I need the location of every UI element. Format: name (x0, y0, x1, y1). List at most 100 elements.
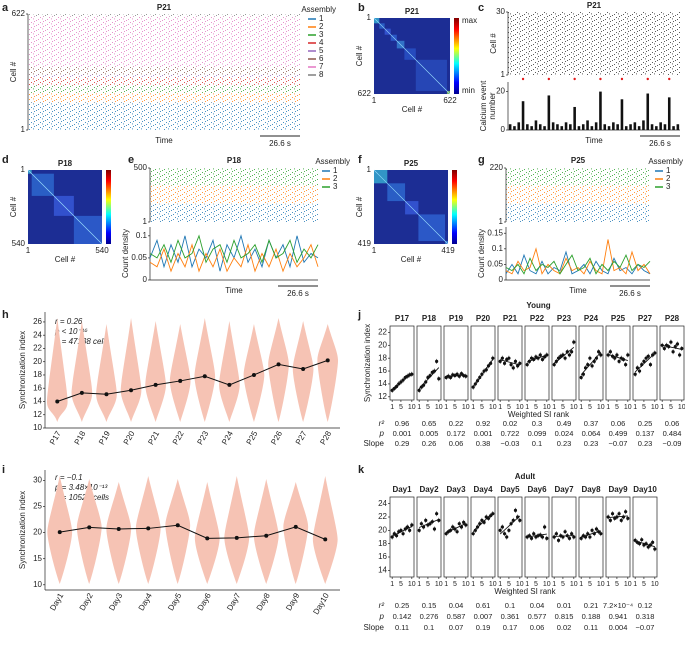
bar (616, 124, 619, 130)
point (610, 512, 615, 516)
legend-label: 1 (333, 166, 338, 175)
point (613, 356, 617, 360)
x-tick-label: 10 (516, 581, 524, 588)
point (653, 547, 657, 551)
x-tick-label: 10 (597, 404, 605, 411)
bar (547, 95, 551, 130)
x-tick-label: 5 (561, 581, 565, 588)
subpanel-frame (632, 496, 658, 578)
y-tick-label: 1 (367, 13, 372, 22)
x-tick-label: 5 (507, 404, 511, 411)
point (653, 351, 657, 355)
point (390, 388, 394, 392)
point (478, 375, 482, 380)
stat-value: 0.17 (503, 623, 518, 632)
panel-letter: e (128, 154, 134, 166)
point (426, 375, 430, 380)
point (529, 536, 534, 540)
point (462, 520, 466, 524)
point (594, 527, 599, 531)
stat-value: 0.11 (584, 623, 598, 632)
point (399, 528, 403, 532)
point (583, 535, 588, 539)
mean-line (57, 359, 328, 402)
panel-letter: k (358, 464, 365, 476)
mean-dot (293, 524, 298, 529)
event-marker (620, 77, 624, 81)
stat-value: 0.577 (528, 612, 547, 621)
violin (219, 321, 240, 422)
y-tick-label: 30 (496, 7, 505, 16)
point (457, 522, 461, 526)
x-tick-label: 10 (489, 581, 497, 588)
legend-title: Assembly (315, 157, 350, 166)
mean-dot (175, 523, 180, 528)
stat-value: 0.276 (420, 612, 439, 621)
mean-line (59, 524, 326, 540)
subpanel-frame (443, 496, 469, 578)
panel-letter: d (2, 154, 9, 166)
x-tick-label: 10 (435, 404, 443, 411)
point (421, 525, 426, 529)
point (671, 350, 675, 354)
point (673, 344, 677, 349)
point (390, 535, 394, 539)
point (507, 356, 511, 360)
x-tick-label: Day5 (166, 591, 183, 612)
point (660, 343, 664, 347)
point (633, 372, 637, 376)
point (532, 357, 536, 362)
violin (76, 479, 102, 584)
point (635, 366, 639, 370)
x-tick-label: Day4 (137, 591, 154, 612)
x-tick-label: 10 (570, 404, 578, 411)
point (478, 522, 482, 526)
mean-dot (153, 382, 158, 387)
stat-value: 0.137 (636, 429, 655, 438)
x-tick-label: 5 (399, 404, 403, 411)
stat-value: 0.06 (449, 439, 464, 448)
colorbar (106, 170, 111, 244)
stat-value: 0.23 (584, 439, 599, 448)
x-tick-label: Day2 (78, 591, 95, 612)
panel-title: P21 (157, 3, 172, 12)
point (588, 535, 592, 539)
x-tick-label: P18 (73, 429, 88, 446)
y-tick-label: 16 (378, 552, 387, 561)
scale-bar-label: 26.6 s (287, 289, 309, 298)
panel-letter: i (2, 464, 5, 476)
mean-dot (202, 374, 207, 379)
bar (607, 126, 611, 130)
stat-value: 0.1 (424, 623, 434, 632)
violin (292, 321, 314, 422)
bar (637, 126, 641, 130)
point (511, 366, 515, 370)
subpanel-title: Day5 (500, 485, 520, 494)
point (567, 536, 572, 540)
point (525, 363, 529, 367)
mean-dot (79, 390, 84, 395)
stat-value: 0.06 (665, 419, 680, 428)
x-tick-label: P23 (195, 429, 210, 446)
x-tick-label: Day10 (311, 591, 331, 616)
stat-value: 0.005 (420, 429, 439, 438)
x-tick-label: 5 (426, 581, 430, 588)
x-tick-label: 5 (588, 581, 592, 588)
y-tick-label: 540 (12, 239, 26, 248)
x-tick-label: 1 (633, 404, 637, 411)
point (543, 525, 547, 529)
heatmap-diagonal (27, 169, 103, 245)
assembly-band (28, 102, 300, 130)
point (608, 350, 612, 354)
subpanel-title: Day2 (419, 485, 439, 494)
point (552, 363, 556, 367)
row-label: p (379, 612, 385, 621)
point (538, 533, 542, 537)
x-tick-label: 10 (651, 581, 659, 588)
point (586, 532, 590, 536)
fit-line (499, 515, 521, 535)
colorbar (454, 18, 459, 94)
point (500, 356, 504, 360)
y-tick-label: 12 (33, 410, 42, 419)
stat-text: n = 10526 cells (55, 493, 109, 502)
